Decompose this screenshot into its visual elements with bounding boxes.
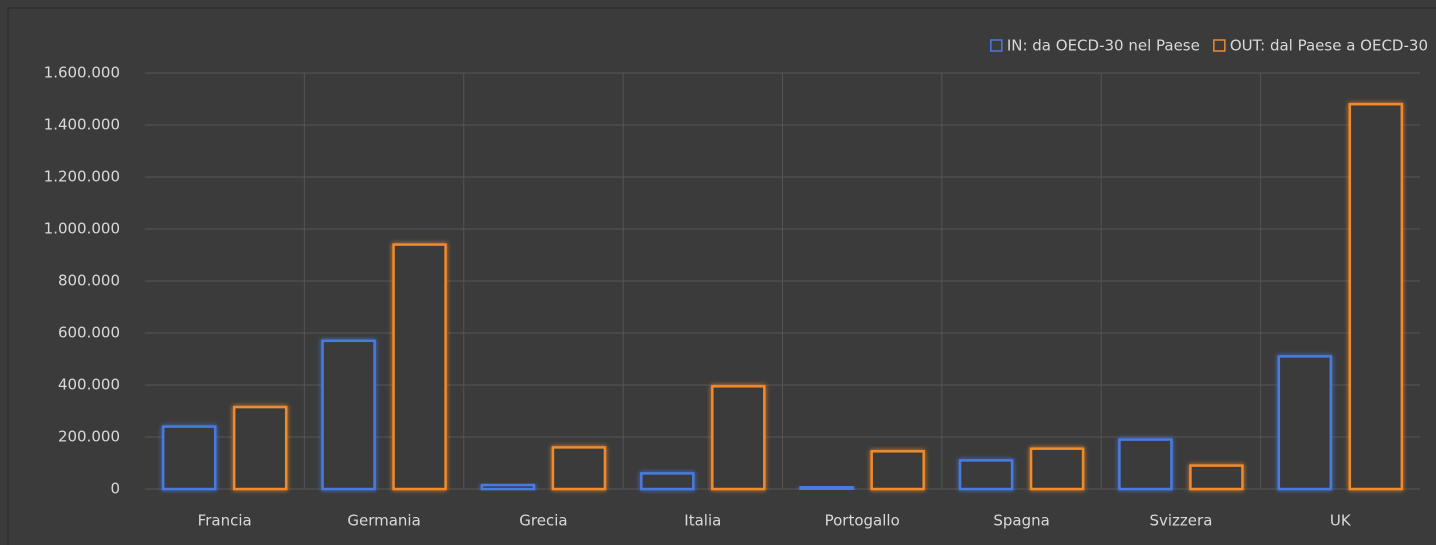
x-tick-label: Portogallo: [825, 512, 900, 530]
x-tick-label: Germania: [347, 512, 420, 530]
bar: [1189, 464, 1244, 491]
legend-swatch: [1213, 39, 1226, 52]
bar: [640, 472, 695, 491]
bar: [1348, 102, 1404, 491]
x-tick-label: Grecia: [519, 512, 567, 530]
x-tick-label: Italia: [684, 512, 721, 530]
y-tick-label: 1.200.000: [44, 168, 120, 186]
bar: [799, 485, 854, 491]
y-tick-label: 1.000.000: [44, 220, 120, 238]
legend-label: OUT: dal Paese a OECD-30: [1230, 37, 1428, 55]
x-tick-label: Svizzera: [1149, 512, 1212, 530]
bar: [1277, 355, 1333, 491]
bar: [392, 243, 447, 491]
y-tick-label: 1.600.000: [44, 64, 120, 82]
bar: [480, 483, 536, 491]
bar: [1118, 438, 1173, 491]
y-tick-label: 0: [110, 480, 120, 498]
y-tick-label: 600.000: [58, 324, 120, 342]
y-tick-label: 400.000: [58, 376, 120, 394]
bar: [161, 425, 217, 491]
y-tick-label: 200.000: [58, 428, 120, 446]
bar: [870, 450, 925, 491]
y-tick-label: 800.000: [58, 272, 120, 290]
bar: [711, 385, 766, 491]
bar: [1029, 447, 1085, 491]
bar: [232, 405, 288, 491]
x-tick-label: UK: [1330, 512, 1352, 530]
legend-label: IN: da OECD-30 nel Paese: [1007, 37, 1200, 55]
x-tick-label: Francia: [198, 512, 252, 530]
x-tick-label: Spagna: [993, 512, 1049, 530]
bar: [958, 459, 1014, 491]
legend-swatch: [990, 39, 1003, 52]
bar: [551, 446, 607, 491]
bar: [321, 339, 376, 491]
y-tick-label: 1.400.000: [44, 116, 120, 134]
